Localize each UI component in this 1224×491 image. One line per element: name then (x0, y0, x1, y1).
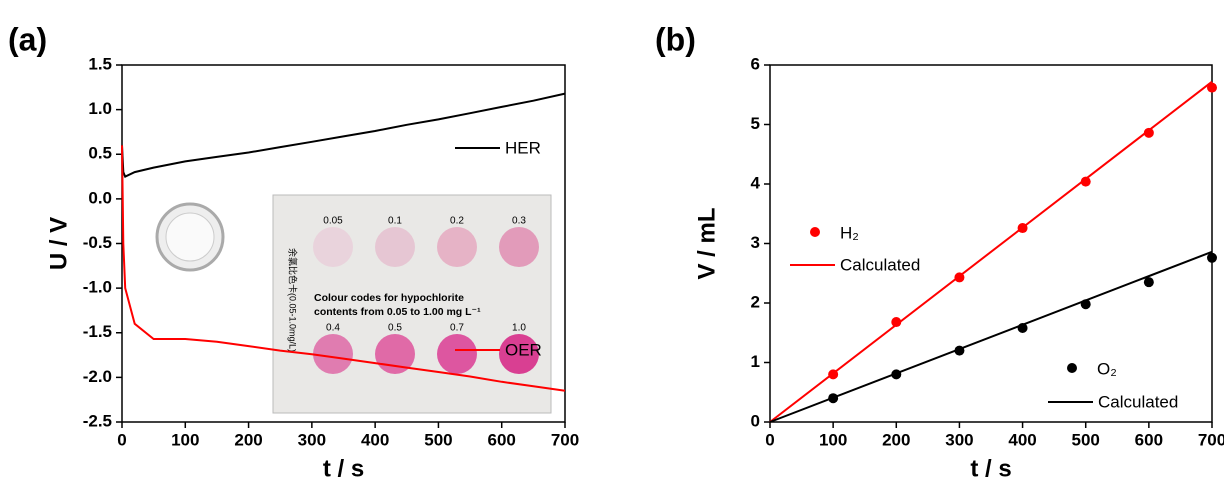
legend-marker (1067, 363, 1077, 373)
inset-caption: contents from 0.05 to 1.00 mg L⁻¹ (314, 306, 481, 318)
legend-label: O₂ (1097, 359, 1117, 378)
y-tick-label: 5 (751, 114, 760, 133)
x-tick-label: 600 (1135, 430, 1163, 449)
y-tick-label: 0 (751, 411, 760, 430)
y-tick-label: 6 (751, 54, 760, 73)
x-tick-label: 100 (819, 430, 847, 449)
x-tick-label: 400 (361, 430, 389, 449)
y-tick-label: 0.5 (88, 144, 112, 163)
x-tick-label: 100 (171, 430, 199, 449)
y-tick-label: 1.5 (88, 54, 112, 73)
code-label: 1.0 (512, 323, 526, 334)
y-tick-label: 0.0 (88, 188, 112, 207)
y-tick-label: -0.5 (83, 233, 112, 252)
beaker-inner (165, 212, 215, 262)
color-swatch (499, 334, 539, 374)
legend-label: H₂ (840, 223, 859, 242)
x-tick-label: 200 (882, 430, 910, 449)
data-point (1207, 252, 1217, 263)
data-line (769, 80, 1213, 423)
x-tick-label: 300 (298, 430, 326, 449)
data-point (891, 317, 902, 328)
color-swatch (437, 334, 477, 374)
legend-marker (810, 227, 820, 237)
x-tick-label: 0 (117, 430, 126, 449)
y-tick-label: -1.0 (83, 278, 112, 297)
data-line (121, 145, 566, 392)
code-label: 0.2 (450, 216, 464, 227)
color-card (272, 194, 552, 414)
x-axis-title: t / s (323, 455, 364, 482)
code-label: 0.1 (388, 216, 402, 227)
code-label: 0.4 (326, 323, 340, 334)
y-axis-title: U / V (45, 217, 72, 270)
color-swatch (375, 227, 415, 267)
data-line (769, 250, 1213, 423)
data-point (1143, 127, 1154, 138)
legend-label: Calculated (840, 255, 920, 274)
y-tick-label: 4 (751, 173, 761, 192)
x-tick-label: 500 (424, 430, 452, 449)
panel-label: (b) (655, 21, 696, 57)
inset-caption: Colour codes for hypochlorite (314, 292, 464, 304)
x-axis-title: t / s (970, 455, 1011, 482)
y-tick-label: 3 (751, 233, 760, 252)
x-tick-label: 700 (551, 430, 579, 449)
y-tick-label: -2.0 (83, 367, 112, 386)
y-tick-label: 1.0 (88, 99, 112, 118)
code-label: 0.7 (450, 323, 464, 334)
x-tick-label: 600 (488, 430, 516, 449)
y-tick-label: 2 (751, 292, 760, 311)
color-swatch (313, 227, 353, 267)
x-tick-label: 500 (1072, 430, 1100, 449)
panel-label: (a) (8, 21, 47, 57)
inset-photo: 0.05 0.1 0.2 0.3 0.4 0.5 0.7 1.0 Colour codes fo… (155, 194, 552, 414)
x-tick-label: 300 (945, 430, 973, 449)
y-tick-label: -2.5 (83, 411, 112, 430)
y-tick-label: 1 (751, 352, 760, 371)
data-point (1207, 82, 1217, 93)
legend-label: OER (505, 340, 542, 359)
legend-label: HER (505, 138, 541, 157)
data-point (1143, 277, 1154, 288)
y-tick-label: -1.5 (83, 322, 112, 341)
code-label: 0.5 (388, 323, 402, 334)
color-swatch (437, 227, 477, 267)
x-tick-label: 0 (765, 430, 774, 449)
x-tick-label: 700 (1198, 430, 1224, 449)
code-label: 0.3 (512, 216, 526, 227)
plot-frame (769, 64, 1213, 423)
data-line (121, 92, 566, 178)
y-axis-title: V / mL (693, 207, 720, 279)
color-swatch (499, 227, 539, 267)
color-swatch (313, 334, 353, 374)
data-point (1080, 176, 1091, 187)
code-label: 0.05 (323, 216, 343, 227)
inset-side-text: 余氯比色卡(0.05-1.0mg/L) (288, 248, 299, 352)
x-tick-label: 200 (234, 430, 262, 449)
legend-label: Calculated (1098, 392, 1178, 411)
x-tick-label: 400 (1008, 430, 1036, 449)
